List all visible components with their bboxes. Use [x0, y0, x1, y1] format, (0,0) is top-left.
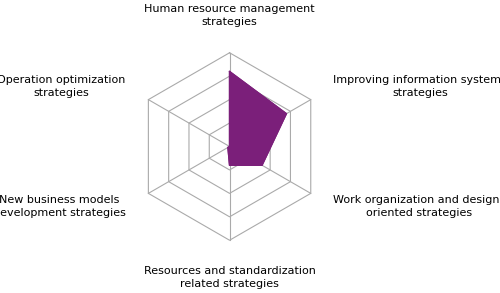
- Polygon shape: [228, 71, 286, 165]
- Text: Resources and standardization
related strategies: Resources and standardization related st…: [144, 267, 316, 289]
- Text: Operation optimization
strategies: Operation optimization strategies: [0, 75, 126, 98]
- Text: New business models
development strategies: New business models development strategi…: [0, 195, 126, 218]
- Text: Human resource management
strategies: Human resource management strategies: [144, 4, 315, 26]
- Text: Work organization and design-
oriented strategies: Work organization and design- oriented s…: [334, 195, 500, 218]
- Text: Improving information systems
strategies: Improving information systems strategies: [334, 75, 500, 98]
